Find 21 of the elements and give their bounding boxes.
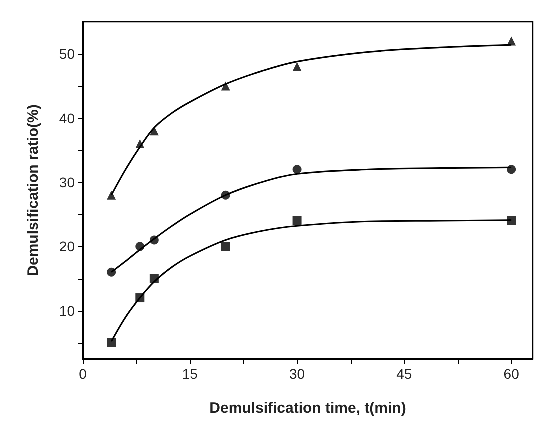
y-tick-label: 50 <box>59 46 76 62</box>
y-tick-label: 40 <box>59 110 76 126</box>
x-tick-label: 0 <box>79 366 88 382</box>
point <box>292 216 302 226</box>
x-tick-label: 30 <box>289 366 306 382</box>
point <box>107 190 116 200</box>
y-tick-label: 10 <box>59 302 76 319</box>
point <box>507 36 516 46</box>
x-axis-title: Demulsification time, t(min) <box>210 400 406 417</box>
x-tick-label: 15 <box>182 366 198 382</box>
x-tick-label: 45 <box>396 366 412 382</box>
point <box>107 338 116 348</box>
point <box>221 242 230 252</box>
point <box>507 216 516 226</box>
y-tick-label: 30 <box>59 174 76 190</box>
y-tick-label: 20 <box>59 238 76 255</box>
point <box>292 62 302 72</box>
point <box>507 165 516 174</box>
y-axis-title: Demulsification ratio(%) <box>25 104 42 276</box>
x-tick-label: 60 <box>504 366 520 382</box>
point <box>292 165 302 174</box>
